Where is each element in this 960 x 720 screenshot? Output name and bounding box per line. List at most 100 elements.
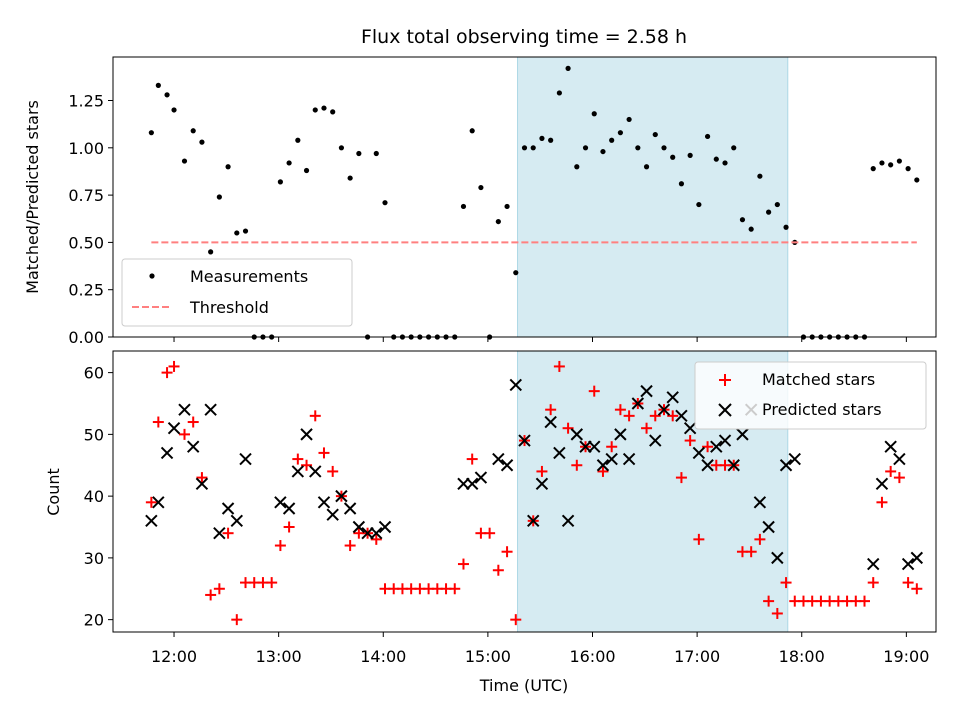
bottom-ytick-label: 20 <box>84 611 104 630</box>
measurement-point <box>617 130 624 136</box>
bottom-xtick-label: 12:00 <box>151 647 197 666</box>
predicted-stars-stroke-b <box>465 477 479 490</box>
matched-stars-point <box>370 533 382 545</box>
predicted-stars-stroke-b <box>718 434 732 447</box>
predicted-stars-stroke-b <box>614 428 627 441</box>
matched-stars-point <box>492 564 504 576</box>
predicted-stars-point <box>195 477 209 490</box>
predicted-stars-stroke-b <box>640 384 653 398</box>
top-shaded-span <box>517 57 788 337</box>
measurement-point <box>879 160 885 166</box>
predicted-stars-stroke-b <box>649 434 662 447</box>
predicted-stars-stroke-b <box>605 452 618 466</box>
predicted-stars-point <box>500 459 514 472</box>
matched-stars-point <box>344 540 356 552</box>
matched-stars-point <box>196 472 208 484</box>
predicted-stars-point <box>204 403 217 416</box>
matched-stars-point <box>562 422 574 434</box>
measurement-point <box>609 137 615 143</box>
measurement-point <box>513 270 519 276</box>
measurement-point <box>303 167 310 174</box>
legend-measurements-label: Measurements <box>190 267 308 286</box>
legend-matched-label: Matched stars <box>762 370 875 389</box>
predicted-stars-point <box>710 440 723 453</box>
matched-stars-point <box>327 465 339 477</box>
measurement-point <box>626 116 632 123</box>
bottom-xtick-label: 19:00 <box>883 647 929 666</box>
measurement-point <box>704 133 711 140</box>
predicted-stars-point <box>622 452 636 466</box>
measurement-point <box>242 228 249 234</box>
measurement-point <box>286 160 292 166</box>
predicted-stars-point <box>274 496 287 509</box>
predicted-stars-point <box>187 440 200 453</box>
predicted-stars-stroke-b <box>753 496 767 509</box>
predicted-stars-point <box>535 477 549 490</box>
predicted-stars-point <box>649 434 662 447</box>
matched-stars-point <box>161 367 173 379</box>
predicted-stars-stroke-b <box>884 440 897 453</box>
predicted-stars-point <box>326 508 339 521</box>
predicted-stars-stroke-b <box>167 421 181 435</box>
predicted-stars-point <box>753 496 767 509</box>
predicted-stars-point <box>291 465 305 478</box>
measurement-point <box>171 107 177 113</box>
top-panel: 0.00 0.25 0.50 0.75 1.00 1.25 Matched/Predict… <box>23 56 937 347</box>
predicted-stars-point <box>152 496 165 509</box>
matched-stars-point <box>283 521 295 533</box>
predicted-stars-stroke-b <box>666 391 679 404</box>
predicted-stars-stroke-b <box>771 551 784 565</box>
predicted-stars-stroke-b <box>230 514 244 528</box>
predicted-stars-point <box>657 403 671 416</box>
predicted-stars-point <box>683 421 697 435</box>
measurement-point <box>373 150 379 157</box>
predicted-stars-point <box>300 428 313 441</box>
predicted-stars-stroke-b <box>527 514 540 528</box>
predicted-stars-stroke-b <box>187 440 200 453</box>
predicted-stars-stroke-b <box>588 440 601 453</box>
matched-stars-point <box>754 533 766 545</box>
predicted-stars-point <box>335 489 348 503</box>
predicted-stars-point <box>465 477 479 490</box>
predicted-stars-point <box>221 502 235 515</box>
measurement-point <box>199 139 205 145</box>
predicted-stars-stroke-b <box>221 502 235 515</box>
predicted-stars-stroke-b <box>570 428 584 441</box>
bottom-yticks: 20 30 40 50 60 <box>84 364 113 630</box>
predicted-stars-stroke-b <box>544 415 557 429</box>
measurement-point <box>190 128 196 134</box>
predicted-stars-point <box>779 459 793 472</box>
matched-stars-point <box>597 465 609 477</box>
predicted-stars-stroke-b <box>561 514 575 528</box>
predicted-stars-point <box>378 520 392 534</box>
measurement-point <box>591 111 597 117</box>
predicted-stars-stroke-b <box>213 526 226 540</box>
legend-measurements-marker <box>149 273 155 279</box>
predicted-stars-point <box>527 514 540 528</box>
predicted-stars-point <box>675 409 688 423</box>
matched-stars-point <box>867 577 879 589</box>
predicted-stars-point <box>370 526 383 540</box>
measurement-point <box>216 194 222 200</box>
measurement-point <box>330 109 336 115</box>
matched-stars-point <box>745 546 757 558</box>
predicted-stars-point <box>213 526 226 540</box>
predicted-stars-point <box>736 428 749 441</box>
bottom-ytick-label: 60 <box>84 364 104 383</box>
predicted-stars-stroke-b <box>675 409 688 423</box>
measurement-point <box>548 137 554 143</box>
predicted-stars-stroke-b <box>195 477 209 490</box>
bottom-xlabel: Time (UTC) <box>479 676 568 695</box>
predicted-stars-stroke-b <box>352 520 366 534</box>
matched-stars-point <box>274 540 286 552</box>
measurement-point <box>600 148 606 155</box>
bottom-xtick-label: 17:00 <box>674 647 720 666</box>
matched-stars-point <box>623 410 635 422</box>
predicted-stars-stroke-b <box>788 452 801 466</box>
predicted-stars-stroke-b <box>343 502 357 515</box>
matched-stars-point <box>457 558 469 570</box>
predicted-stars-point <box>544 415 557 429</box>
matched-stars-point <box>571 459 583 471</box>
matched-stars-point <box>231 614 243 626</box>
matched-stars-point <box>702 441 714 453</box>
